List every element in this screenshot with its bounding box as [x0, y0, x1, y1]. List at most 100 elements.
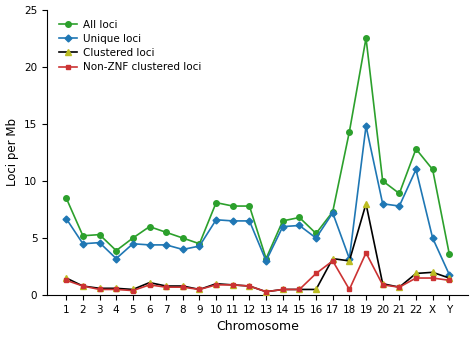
Non-ZNF clustered loci [346, 287, 352, 292]
All loci [413, 147, 419, 151]
Non-ZNF clustered loci [263, 290, 269, 294]
Clustered loci [447, 276, 452, 280]
Line: Non-ZNF clustered loci: Non-ZNF clustered loci [64, 251, 452, 294]
All loci [297, 216, 302, 220]
Clustered loci [380, 282, 385, 286]
All loci [396, 192, 402, 196]
Unique loci [213, 218, 219, 222]
Non-ZNF clustered loci [130, 288, 136, 293]
Non-ZNF clustered loci [280, 287, 286, 292]
Unique loci [346, 257, 352, 261]
Clustered loci [146, 281, 152, 285]
Unique loci [396, 204, 402, 208]
All loci [146, 224, 152, 228]
Clustered loci [197, 287, 202, 292]
All loci [280, 219, 286, 223]
Non-ZNF clustered loci [313, 272, 319, 276]
Y-axis label: Loci per Mb: Loci per Mb [6, 118, 18, 186]
All loci [164, 230, 169, 234]
Clustered loci [64, 276, 69, 280]
Non-ZNF clustered loci [197, 287, 202, 292]
X-axis label: Chromosome: Chromosome [216, 320, 299, 334]
Unique loci [197, 244, 202, 248]
All loci [180, 236, 186, 240]
Legend: All loci, Unique loci, Clustered loci, Non-ZNF clustered loci: All loci, Unique loci, Clustered loci, N… [55, 16, 205, 76]
Unique loci [180, 247, 186, 252]
All loci [197, 242, 202, 246]
Non-ZNF clustered loci [380, 283, 385, 287]
All loci [64, 196, 69, 200]
Clustered loci [313, 287, 319, 292]
Unique loci [164, 243, 169, 247]
Non-ZNF clustered loci [230, 283, 236, 287]
Non-ZNF clustered loci [213, 283, 219, 287]
Unique loci [330, 211, 336, 215]
All loci [230, 204, 236, 208]
Clustered loci [430, 270, 436, 274]
Unique loci [130, 242, 136, 246]
Unique loci [80, 242, 86, 246]
Clustered loci [346, 259, 352, 263]
Line: Unique loci: Unique loci [64, 124, 452, 277]
Non-ZNF clustered loci [447, 278, 452, 282]
Non-ZNF clustered loci [180, 285, 186, 289]
Non-ZNF clustered loci [330, 259, 336, 263]
All loci [346, 130, 352, 134]
Unique loci [146, 243, 152, 247]
Non-ZNF clustered loci [396, 285, 402, 289]
Unique loci [263, 259, 269, 263]
Unique loci [297, 223, 302, 227]
Unique loci [113, 257, 119, 261]
Clustered loci [180, 284, 186, 288]
Unique loci [246, 219, 252, 223]
Clustered loci [413, 272, 419, 276]
All loci [430, 167, 436, 172]
All loci [363, 36, 369, 40]
Clustered loci [363, 202, 369, 206]
Line: All loci: All loci [64, 35, 452, 261]
Unique loci [363, 124, 369, 128]
Unique loci [313, 236, 319, 240]
Clustered loci [97, 286, 102, 290]
Clustered loci [113, 286, 119, 290]
All loci [213, 201, 219, 205]
Clustered loci [130, 287, 136, 292]
Clustered loci [246, 284, 252, 288]
Non-ZNF clustered loci [146, 283, 152, 287]
Non-ZNF clustered loci [80, 284, 86, 288]
Unique loci [280, 224, 286, 228]
All loci [313, 232, 319, 236]
Clustered loci [213, 282, 219, 286]
Non-ZNF clustered loci [363, 251, 369, 255]
Non-ZNF clustered loci [113, 287, 119, 292]
Non-ZNF clustered loci [246, 284, 252, 288]
Clustered loci [396, 285, 402, 289]
Clustered loci [230, 283, 236, 287]
Unique loci [413, 167, 419, 172]
Clustered loci [263, 290, 269, 294]
All loci [447, 252, 452, 256]
All loci [97, 233, 102, 237]
All loci [330, 210, 336, 214]
All loci [263, 257, 269, 261]
Unique loci [430, 236, 436, 240]
Unique loci [230, 219, 236, 223]
Clustered loci [164, 284, 169, 288]
Non-ZNF clustered loci [297, 287, 302, 292]
Non-ZNF clustered loci [97, 287, 102, 292]
All loci [130, 236, 136, 240]
Non-ZNF clustered loci [430, 276, 436, 280]
Unique loci [447, 273, 452, 277]
Clustered loci [80, 284, 86, 288]
All loci [380, 179, 385, 183]
Clustered loci [297, 287, 302, 292]
Unique loci [97, 241, 102, 245]
All loci [80, 234, 86, 238]
Clustered loci [330, 257, 336, 261]
All loci [246, 204, 252, 208]
Non-ZNF clustered loci [413, 276, 419, 280]
Non-ZNF clustered loci [64, 278, 69, 282]
Unique loci [64, 217, 69, 221]
Line: Clustered loci: Clustered loci [64, 201, 452, 295]
Clustered loci [280, 287, 286, 292]
